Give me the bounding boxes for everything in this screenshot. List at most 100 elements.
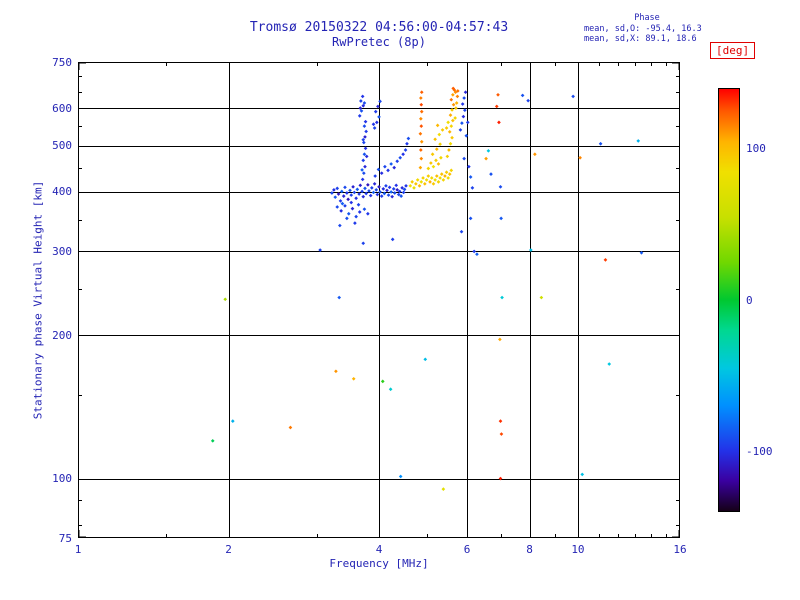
data-point [434, 158, 438, 163]
data-point [354, 214, 358, 219]
data-point [366, 182, 370, 187]
data-point [571, 94, 575, 99]
data-point [489, 172, 493, 176]
data-point [343, 185, 347, 190]
colorbar-tick-label: 0 [746, 293, 753, 307]
data-point [439, 172, 444, 176]
data-point [419, 180, 424, 184]
data-point [455, 89, 460, 93]
data-point [526, 98, 530, 103]
data-point [332, 188, 336, 192]
data-point [341, 194, 346, 198]
plot-svg [78, 62, 680, 538]
data-point [421, 176, 425, 180]
y-tick-label: 750 [52, 55, 72, 69]
data-point [380, 379, 385, 384]
data-point [395, 188, 400, 192]
data-point [390, 194, 395, 199]
data-point [359, 99, 363, 103]
plot-title: Tromsø 20150322 04:56:00-04:57:43 [249, 20, 509, 35]
data-point [498, 185, 503, 189]
data-point [463, 108, 467, 113]
data-point [363, 164, 367, 169]
data-point [343, 204, 347, 208]
data-point [364, 129, 368, 134]
data-point [499, 216, 503, 221]
data-point [447, 148, 451, 152]
data-point [539, 295, 544, 300]
data-point [394, 183, 399, 188]
data-point [362, 124, 367, 128]
data-point [468, 216, 473, 221]
data-point [453, 116, 457, 120]
data-point [418, 148, 423, 152]
data-point [408, 183, 413, 188]
data-point [462, 96, 466, 100]
data-point [498, 476, 503, 481]
data-point [419, 102, 424, 107]
data-point [449, 168, 454, 173]
data-point [529, 248, 533, 252]
data-point [434, 174, 439, 178]
data-point [438, 176, 442, 180]
data-point [395, 159, 400, 164]
data-point [346, 197, 350, 202]
data-point [439, 155, 443, 160]
data-point [445, 154, 450, 159]
data-point [361, 158, 366, 163]
data-point [426, 174, 431, 178]
data-point [353, 221, 357, 225]
data-point [383, 164, 387, 169]
data-point [496, 92, 500, 97]
data-point [435, 123, 440, 128]
data-point [379, 194, 384, 198]
data-point [386, 193, 391, 197]
data-point [376, 167, 381, 172]
data-point [351, 185, 355, 189]
data-point [339, 189, 344, 194]
data-point [448, 141, 453, 146]
data-point [387, 185, 392, 190]
y-tick-label: 75 [58, 531, 72, 545]
data-point [360, 168, 364, 172]
data-point [390, 237, 395, 242]
phase-stats-header: Phase [634, 13, 660, 23]
data-point [454, 101, 459, 105]
data-point [378, 99, 382, 104]
data-point [371, 122, 376, 127]
data-point [472, 249, 476, 254]
x-tick-label: 6 [463, 543, 471, 556]
data-point [352, 190, 357, 195]
data-point [359, 109, 364, 113]
data-point [441, 487, 446, 491]
data-point [451, 86, 456, 91]
data-point [415, 178, 420, 182]
data-point [392, 191, 397, 195]
data-point [391, 187, 396, 191]
data-point [484, 156, 488, 161]
data-point [288, 425, 293, 430]
x-tick-label: 8 [526, 543, 533, 556]
y-tick-label: 100 [52, 472, 72, 486]
data-point [356, 202, 361, 207]
data-point [465, 120, 470, 125]
phase-stats-x-mode: mean, sd,X: 89.1, 18.6 [584, 34, 697, 44]
data-point [438, 142, 442, 147]
data-point [336, 192, 341, 196]
data-point [379, 171, 384, 176]
data-point [462, 156, 466, 161]
data-point [450, 135, 454, 140]
data-point [338, 199, 343, 203]
data-point [428, 180, 432, 184]
data-point [385, 188, 389, 193]
data-point [475, 252, 479, 257]
data-point [360, 189, 364, 194]
y-tick-label: 300 [52, 244, 72, 258]
data-point [364, 191, 368, 196]
data-point [373, 109, 378, 114]
data-point [443, 174, 447, 178]
data-point [345, 216, 349, 221]
data-point [382, 191, 387, 196]
data-point [361, 137, 366, 142]
data-point [335, 186, 340, 191]
